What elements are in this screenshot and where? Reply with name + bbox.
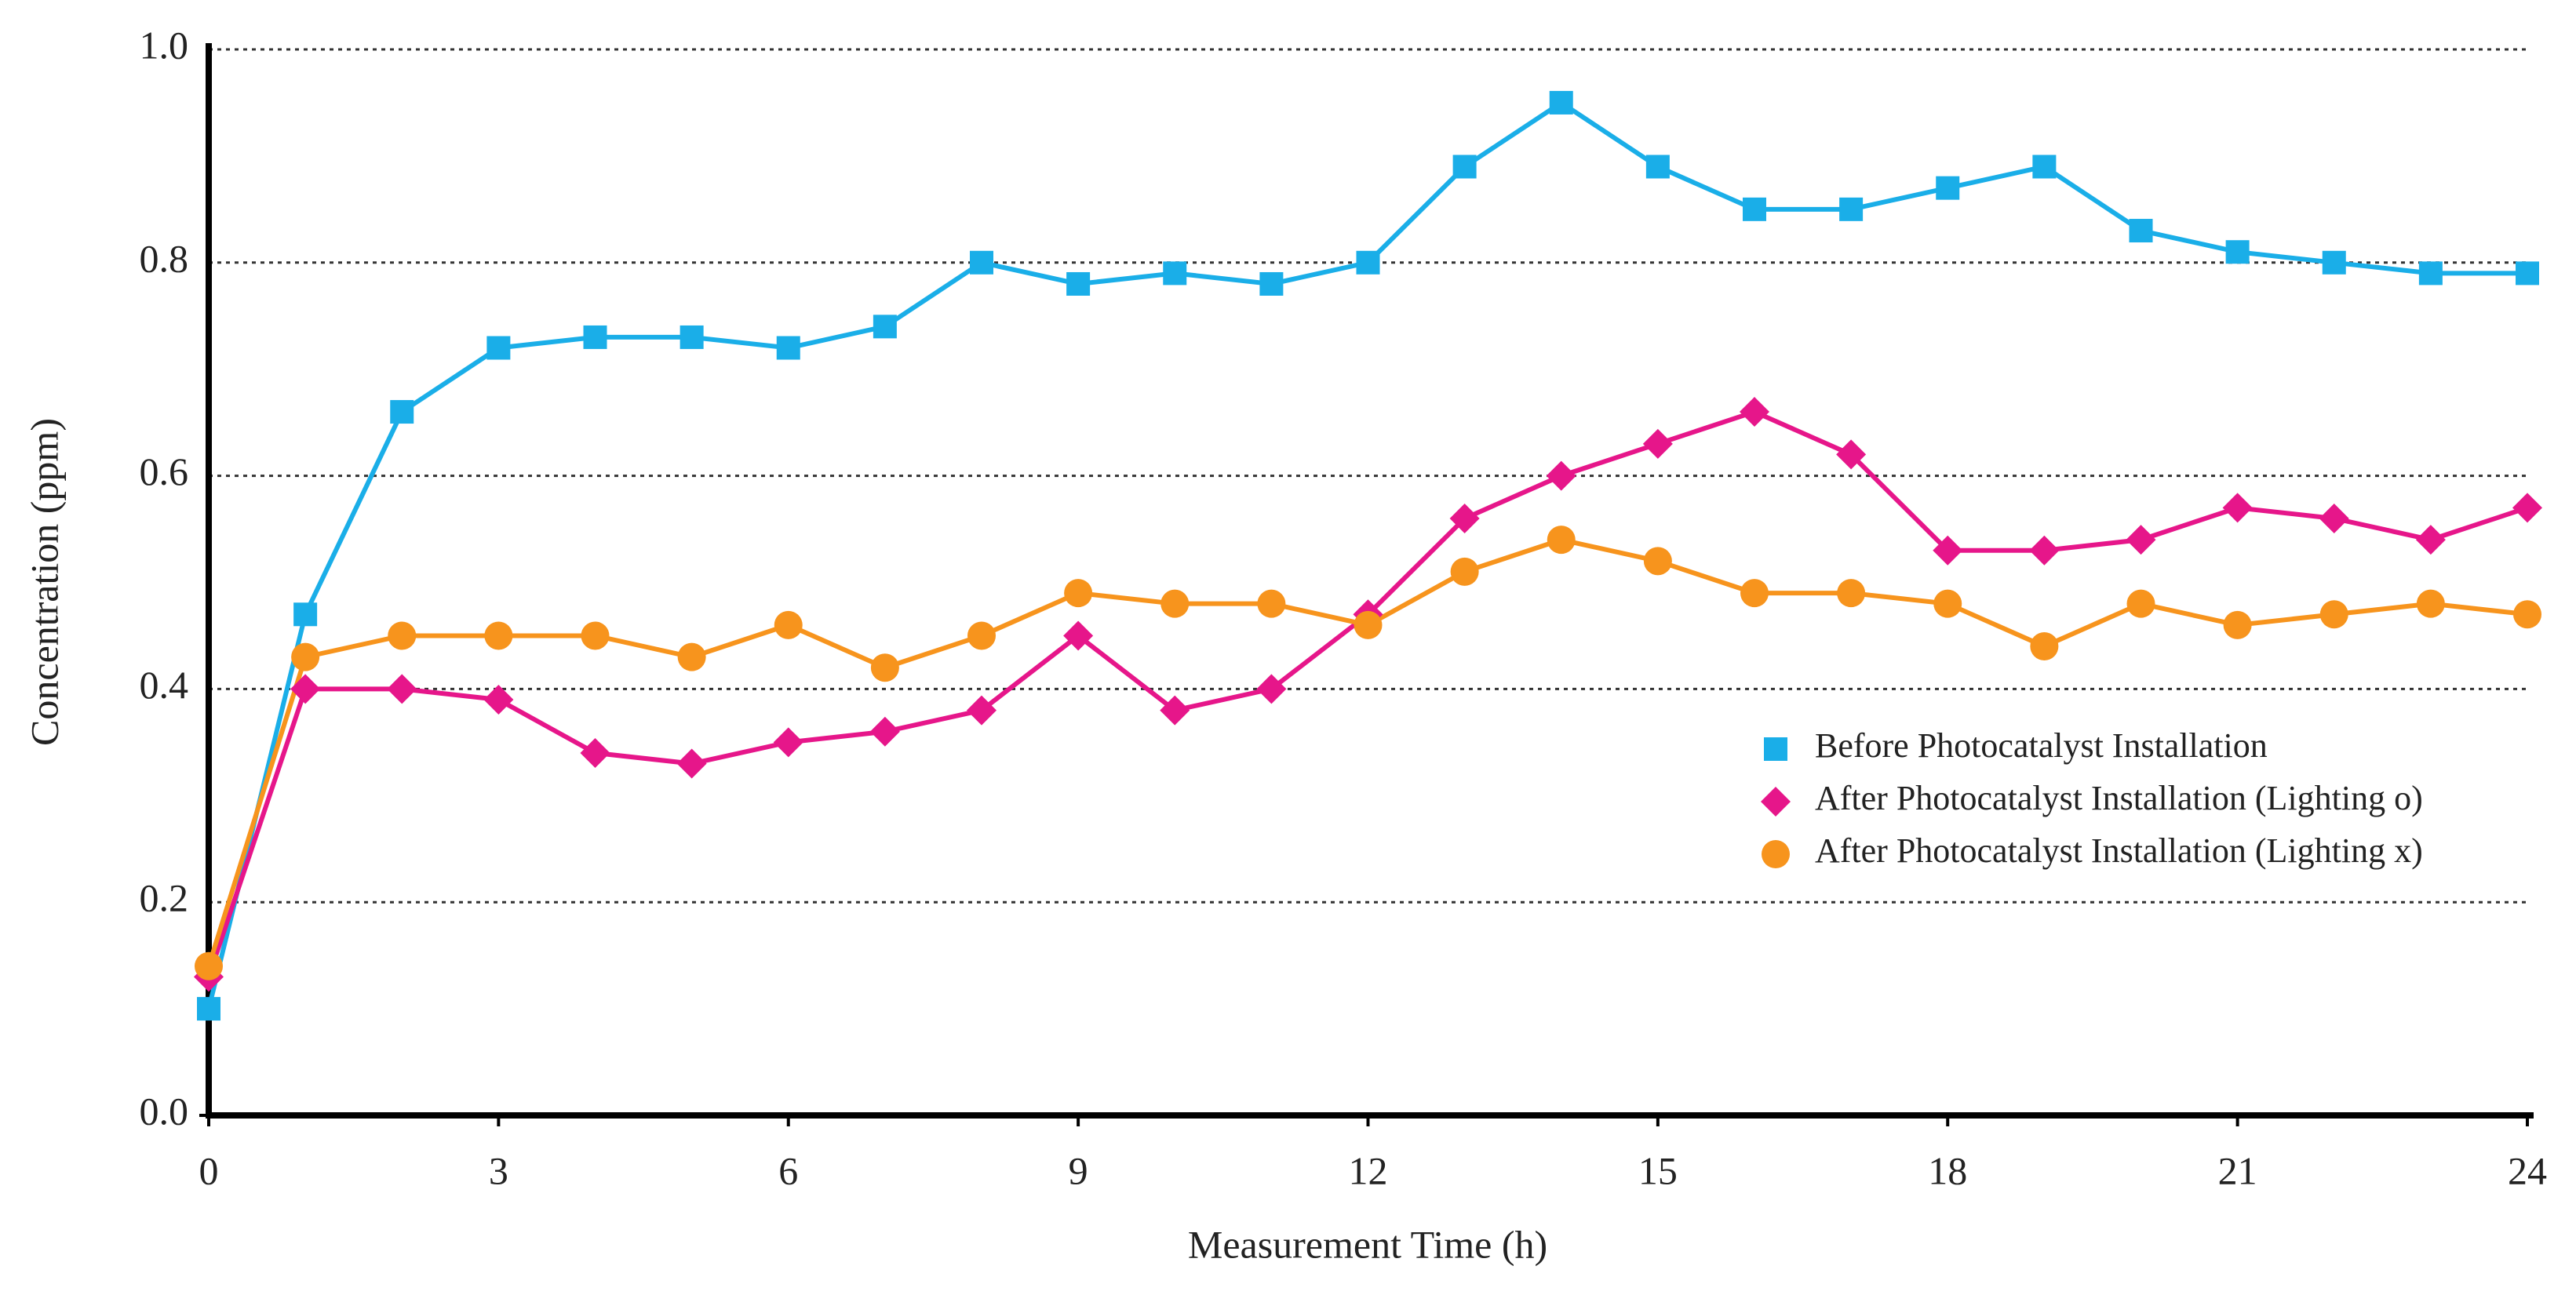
data-point bbox=[195, 951, 223, 980]
data-point bbox=[1743, 197, 1766, 221]
data-point bbox=[1549, 90, 1573, 115]
data-point bbox=[1546, 460, 1576, 491]
data-point bbox=[1064, 579, 1093, 608]
data-point bbox=[2418, 261, 2443, 286]
data-point bbox=[1160, 695, 1190, 726]
data-point bbox=[680, 325, 704, 349]
data-point bbox=[2032, 155, 2057, 179]
data-point bbox=[1740, 397, 1769, 427]
x-tick-label: 12 bbox=[1349, 1148, 1388, 1192]
data-point bbox=[2030, 632, 2059, 661]
data-point bbox=[2416, 589, 2445, 618]
data-point bbox=[774, 610, 803, 639]
data-point bbox=[1257, 589, 1286, 618]
y-tick-label: 0.8 bbox=[140, 236, 189, 280]
series-line bbox=[206, 100, 2527, 1009]
data-point bbox=[2129, 219, 2153, 243]
x-tick-label: 6 bbox=[778, 1148, 798, 1192]
data-point bbox=[967, 695, 997, 726]
data-point bbox=[1740, 579, 1769, 608]
data-point bbox=[773, 727, 803, 758]
data-point bbox=[486, 336, 511, 360]
data-point bbox=[1259, 271, 1284, 296]
data-point bbox=[1452, 155, 1477, 179]
x-tick-label: 3 bbox=[489, 1148, 508, 1192]
data-point bbox=[1163, 261, 1187, 286]
data-point bbox=[1063, 620, 1094, 651]
data-point bbox=[1160, 589, 1190, 618]
x-tick-label: 0 bbox=[199, 1148, 219, 1192]
data-point bbox=[2319, 600, 2348, 629]
data-point bbox=[2516, 261, 2539, 286]
data-point bbox=[2513, 600, 2541, 629]
data-point bbox=[388, 621, 417, 650]
data-point bbox=[290, 674, 321, 704]
data-point bbox=[869, 716, 900, 747]
data-point bbox=[1450, 557, 1479, 586]
data-point bbox=[873, 315, 897, 339]
data-point bbox=[1836, 439, 1867, 470]
data-point bbox=[2029, 535, 2060, 566]
data-point bbox=[1936, 176, 1960, 200]
x-tick-label: 9 bbox=[1069, 1148, 1088, 1192]
data-point bbox=[1933, 535, 1963, 566]
y-tick-label: 0.6 bbox=[140, 449, 189, 493]
data-point bbox=[1933, 589, 1962, 618]
data-point bbox=[676, 748, 707, 779]
data-point bbox=[1256, 674, 1287, 704]
legend-label: Before Photocatalyst Installation bbox=[1815, 726, 2268, 765]
data-point bbox=[1356, 250, 1380, 275]
legend-marker bbox=[1761, 787, 1791, 817]
data-point bbox=[2415, 525, 2446, 555]
y-tick-label: 1.0 bbox=[140, 23, 189, 67]
legend-label: After Photocatalyst Installation (Lighti… bbox=[1815, 831, 2423, 870]
data-point bbox=[1354, 610, 1383, 639]
x-tick-label: 24 bbox=[2508, 1148, 2547, 1192]
data-point bbox=[677, 642, 706, 671]
data-point bbox=[1547, 526, 1576, 555]
x-tick-label: 15 bbox=[1638, 1148, 1678, 1192]
data-point bbox=[2223, 610, 2252, 639]
x-tick-label: 21 bbox=[2218, 1148, 2257, 1192]
data-point bbox=[1645, 155, 1670, 179]
data-point bbox=[2225, 240, 2250, 264]
data-point bbox=[776, 336, 800, 360]
data-point bbox=[291, 642, 320, 671]
data-point bbox=[581, 621, 610, 650]
data-point bbox=[870, 653, 899, 682]
data-point bbox=[1839, 197, 1864, 221]
data-point bbox=[2319, 503, 2349, 533]
data-point bbox=[2512, 493, 2542, 523]
data-point bbox=[1837, 579, 1866, 608]
data-point bbox=[970, 250, 993, 275]
data-point bbox=[483, 684, 514, 715]
data-point bbox=[484, 621, 513, 650]
data-point bbox=[197, 997, 220, 1021]
legend-label: After Photocatalyst Installation (Lighti… bbox=[1815, 779, 2423, 817]
data-point bbox=[583, 325, 607, 349]
y-tick-label: 0.4 bbox=[140, 663, 189, 707]
series-line bbox=[206, 409, 2528, 978]
data-point bbox=[1643, 547, 1672, 576]
x-axis-title: Measurement Time (h) bbox=[1188, 1222, 1547, 1266]
data-point bbox=[293, 602, 318, 627]
data-point bbox=[1642, 428, 1673, 459]
y-tick-label: 0.2 bbox=[140, 876, 189, 920]
data-point bbox=[580, 737, 610, 768]
legend-marker bbox=[1764, 737, 1787, 761]
legend-marker bbox=[1762, 840, 1790, 868]
data-point bbox=[2222, 493, 2253, 523]
data-point bbox=[2126, 525, 2156, 555]
data-point bbox=[1449, 503, 1480, 533]
y-tick-label: 0.0 bbox=[140, 1089, 189, 1133]
data-point bbox=[1066, 271, 1091, 296]
data-point bbox=[2126, 589, 2155, 618]
data-point bbox=[2322, 250, 2346, 275]
data-point bbox=[390, 400, 414, 424]
data-point bbox=[387, 674, 417, 704]
data-point bbox=[967, 621, 996, 650]
x-tick-label: 18 bbox=[1928, 1148, 1967, 1192]
y-axis-title: Concentration (ppm) bbox=[22, 418, 66, 746]
